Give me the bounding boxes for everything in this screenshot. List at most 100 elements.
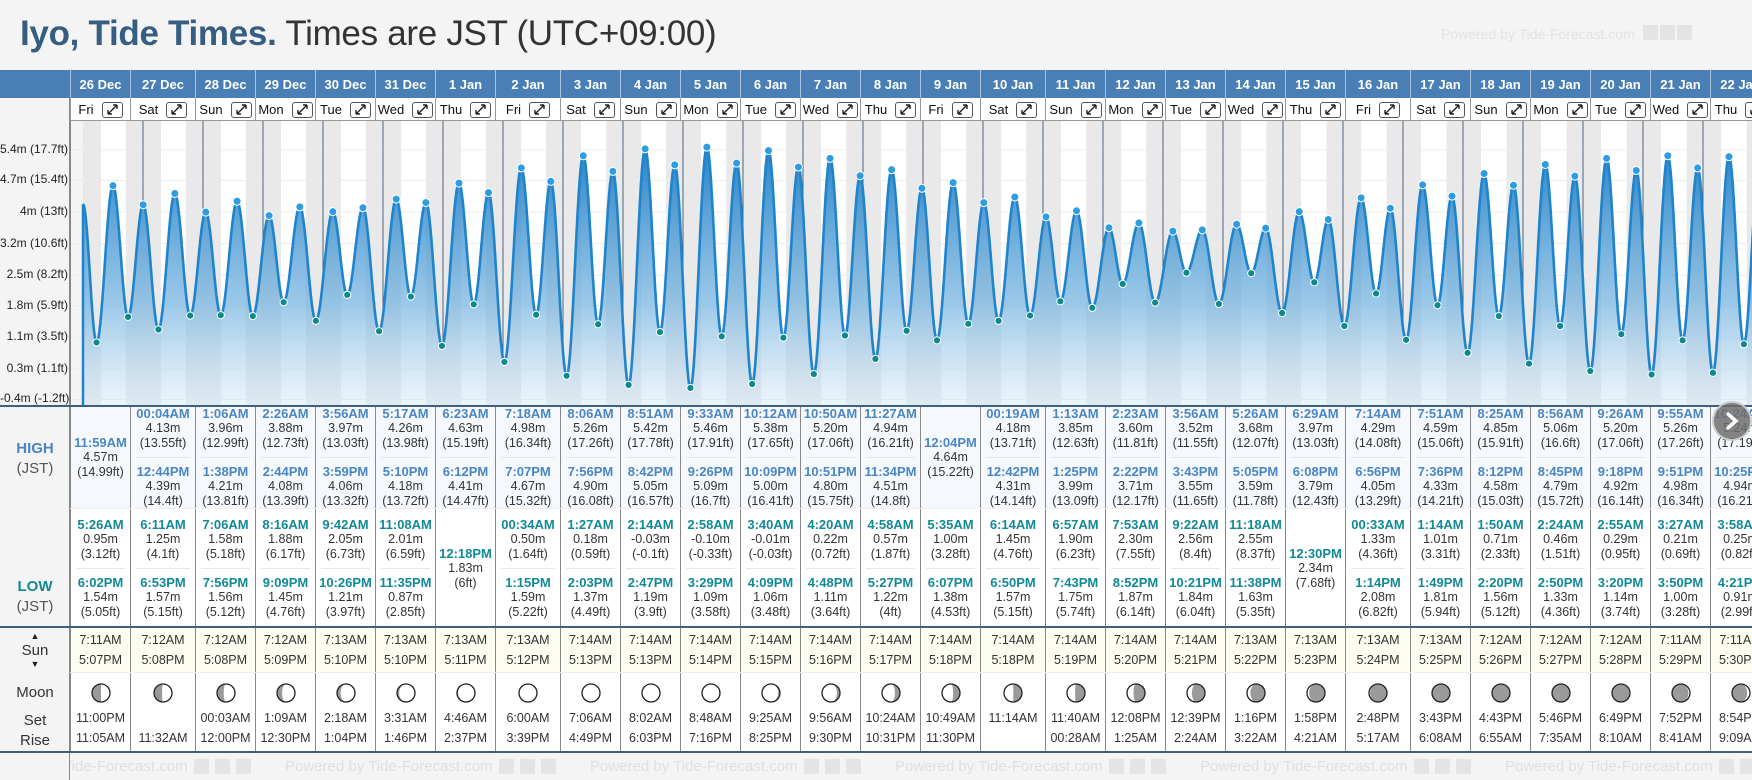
high-tide-point[interactable] [1540, 159, 1550, 169]
low-tide-point[interactable] [406, 292, 415, 301]
high-tide-point[interactable] [328, 207, 338, 217]
high-tide-point[interactable] [232, 196, 242, 206]
low-tide-point[interactable] [374, 327, 384, 336]
high-tide-point[interactable] [917, 183, 927, 193]
low-tide-point[interactable] [123, 312, 133, 322]
high-tide-point[interactable] [1356, 193, 1366, 203]
high-tide-point[interactable] [295, 202, 305, 212]
high-tide-point[interactable] [1168, 226, 1178, 236]
high-tide-point[interactable] [484, 188, 493, 198]
high-tide-point[interactable] [1261, 223, 1271, 233]
low-tide-point[interactable] [1056, 297, 1065, 306]
expand-day-button[interactable] [1080, 101, 1102, 118]
expand-day-button[interactable] [1624, 101, 1646, 118]
low-tide-point[interactable] [1025, 311, 1035, 320]
expand-day-button[interactable] [470, 101, 492, 118]
high-tide-point[interactable] [546, 176, 556, 186]
low-tide-point[interactable] [1708, 368, 1718, 377]
low-tide-point[interactable] [437, 341, 447, 351]
high-tide-point[interactable] [608, 166, 618, 176]
low-tide-point[interactable] [1647, 370, 1656, 379]
low-tide-point[interactable] [779, 333, 788, 342]
low-tide-point[interactable] [994, 316, 1003, 325]
high-tide-point[interactable] [391, 194, 401, 204]
high-tide-point[interactable] [1570, 171, 1580, 181]
expand-day-button[interactable] [230, 101, 252, 118]
expand-day-button[interactable] [1505, 101, 1527, 118]
low-tide-point[interactable] [1340, 321, 1349, 331]
low-tide-point[interactable] [279, 298, 288, 307]
low-tide-point[interactable] [1463, 348, 1472, 357]
low-tide-point[interactable] [311, 316, 320, 325]
low-tide-point[interactable] [932, 336, 942, 345]
low-tide-point[interactable] [1182, 268, 1191, 277]
high-tide-point[interactable] [108, 181, 118, 191]
high-tide-point[interactable] [170, 188, 180, 198]
high-tide-point[interactable] [1479, 169, 1489, 179]
high-tide-point[interactable] [1509, 180, 1518, 190]
expand-day-button[interactable] [593, 101, 615, 118]
low-tide-point[interactable] [871, 354, 880, 364]
low-tide-point[interactable] [717, 332, 726, 341]
high-tide-point[interactable] [1010, 192, 1020, 202]
high-tide-point[interactable] [1447, 191, 1457, 201]
low-tide-point[interactable] [1739, 340, 1748, 349]
high-tide-point[interactable] [1232, 219, 1242, 229]
high-tide-point[interactable] [887, 165, 897, 175]
high-tide-point[interactable] [979, 198, 989, 208]
high-tide-point[interactable] [1134, 218, 1144, 228]
low-tide-point[interactable] [1494, 311, 1503, 321]
low-tide-point[interactable] [343, 290, 352, 299]
expand-day-button[interactable] [1443, 101, 1465, 118]
high-tide-point[interactable] [201, 207, 211, 217]
low-tide-point[interactable] [624, 380, 633, 389]
high-tide-point[interactable] [1041, 212, 1051, 222]
next-button[interactable] [1712, 401, 1752, 441]
low-tide-point[interactable] [1371, 289, 1381, 298]
low-tide-point[interactable] [532, 310, 541, 319]
expand-day-button[interactable] [1745, 101, 1752, 118]
low-tide-point[interactable] [1524, 359, 1534, 368]
high-tide-point[interactable] [578, 151, 588, 161]
expand-day-button[interactable] [1199, 101, 1221, 118]
low-tide-point[interactable] [1678, 336, 1687, 345]
high-tide-point[interactable] [1294, 207, 1304, 217]
expand-day-button[interactable] [166, 101, 188, 118]
low-tide-point[interactable] [840, 331, 850, 340]
expand-day-button[interactable] [1141, 101, 1163, 118]
low-tide-point[interactable] [902, 326, 911, 335]
high-tide-point[interactable] [764, 146, 773, 156]
low-tide-point[interactable] [469, 300, 478, 309]
high-tide-point[interactable] [454, 178, 464, 188]
low-tide-point[interactable] [154, 325, 163, 334]
low-tide-point[interactable] [248, 311, 257, 321]
high-tide-point[interactable] [1631, 166, 1641, 176]
expand-day-button[interactable] [1379, 101, 1401, 118]
high-tide-point[interactable] [138, 200, 148, 210]
low-tide-point[interactable] [1151, 298, 1160, 307]
low-tide-point[interactable] [964, 319, 973, 328]
high-tide-point[interactable] [732, 158, 742, 168]
low-tide-point[interactable] [1401, 335, 1411, 344]
high-tide-point[interactable] [1693, 163, 1703, 173]
low-tide-point[interactable] [1214, 299, 1223, 309]
low-tide-point[interactable] [92, 338, 101, 347]
expand-day-button[interactable] [655, 101, 677, 118]
low-tide-point[interactable] [1433, 301, 1442, 310]
low-tide-point[interactable] [1118, 279, 1127, 289]
expand-day-button[interactable] [412, 101, 434, 118]
low-tide-point[interactable] [1310, 278, 1319, 287]
high-tide-point[interactable] [670, 160, 680, 170]
expand-day-button[interactable] [1687, 101, 1709, 118]
low-tide-point[interactable] [686, 383, 695, 393]
expand-day-button[interactable] [349, 101, 371, 118]
expand-day-button[interactable] [529, 101, 551, 118]
expand-day-button[interactable] [716, 101, 738, 118]
low-tide-point[interactable] [216, 311, 225, 320]
expand-day-button[interactable] [1566, 101, 1588, 118]
low-tide-point[interactable] [655, 327, 665, 337]
low-tide-point[interactable] [562, 371, 571, 380]
low-tide-point[interactable] [1555, 321, 1565, 331]
high-tide-point[interactable] [1385, 203, 1395, 213]
high-tide-point[interactable] [1663, 151, 1673, 161]
